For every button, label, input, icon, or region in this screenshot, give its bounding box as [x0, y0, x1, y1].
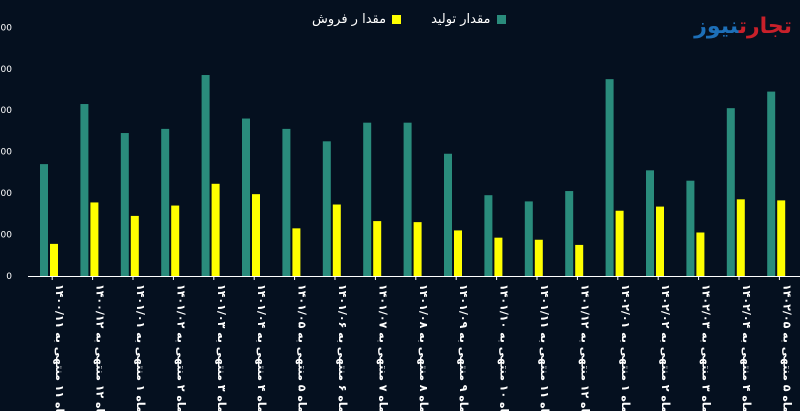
bar-production[interactable] [524, 201, 533, 276]
bar-production[interactable] [726, 108, 735, 276]
bar-production[interactable] [646, 170, 654, 276]
y-tick-label: 10,000 [0, 65, 12, 75]
bar-sales[interactable] [696, 232, 705, 276]
y-tick-label: 6,000 [0, 148, 12, 158]
bar-production[interactable] [403, 122, 412, 276]
bar-production[interactable] [686, 180, 695, 276]
bar-production[interactable] [40, 164, 48, 276]
legend-label-production: مقدار تولید [431, 12, 491, 27]
bar-sales[interactable] [656, 206, 664, 276]
bar-sales[interactable] [50, 243, 58, 276]
bar-sales[interactable] [454, 230, 462, 276]
x-category-label: ماه ۳ منتهی به ۱۴۰۱/۰۳ [215, 284, 228, 411]
legend-label-sales: مقدا ر فروش [312, 12, 387, 27]
bar-production[interactable] [484, 195, 493, 276]
x-category-label: ماه ۹ منتهی به ۱۴۰۱/۰۹ [457, 284, 470, 411]
bar-production[interactable] [242, 118, 250, 276]
legend-item-sales[interactable]: مقدا ر فروش [312, 12, 402, 27]
bar-production[interactable] [282, 128, 291, 276]
bar-production[interactable] [605, 79, 614, 276]
bar-sales[interactable] [777, 200, 786, 276]
bar-production[interactable] [565, 191, 574, 276]
y-tick-label: 8,000 [0, 106, 12, 116]
x-category-label: ماه ۵ منتهی به ۱۴۰۱/۰۵ [296, 284, 309, 411]
y-tick-label: 12,000 [0, 23, 12, 33]
bar-sales[interactable] [211, 183, 220, 276]
legend-swatch-production [496, 15, 506, 24]
bar-production[interactable] [767, 91, 776, 276]
bar-production[interactable] [80, 104, 89, 276]
x-category-label: ماه ۵ منتهی به ۱۴۰۲/۰۵ [780, 284, 793, 411]
x-category-label: ماه ۱۱ منتهی به ۱۴۰۰/۱۱ [53, 284, 66, 411]
y-tick-label: 0 [6, 272, 12, 282]
bar-sales[interactable] [171, 205, 180, 276]
bar-production[interactable] [444, 153, 452, 276]
bar-production[interactable] [161, 128, 170, 276]
x-category-label: ماه ۴ منتهی به ۱۴۰۲/۰۴ [740, 284, 753, 411]
bar-sales[interactable] [373, 221, 382, 276]
x-category-label: ماه ۳ منتهی به ۱۴۰۲/۰۳ [700, 284, 713, 411]
bar-sales[interactable] [292, 228, 301, 276]
legend: مقدار تولید مقدا ر فروش [312, 12, 506, 27]
x-category-label: ماه ۱۱ منتهی به ۱۴۰۱/۱۱ [538, 284, 551, 411]
y-tick-label: 4,000 [0, 189, 12, 199]
x-category-label: ماه ۸ منتهی به ۱۴۰۱/۰۸ [417, 284, 430, 411]
site-logo[interactable]: تجارتنیوز [694, 14, 792, 39]
bar-sales[interactable] [130, 215, 139, 276]
bar-sales[interactable] [575, 244, 584, 276]
x-category-label: ماه ۲ منتهی به ۱۴۰۲/۰۲ [659, 284, 672, 411]
bar-sales[interactable] [332, 204, 341, 276]
x-category-label: ماه ۱۲ منتهی به ۱۴۰۱/۱۲ [578, 284, 591, 411]
legend-swatch-sales [392, 15, 402, 24]
bar-production[interactable] [322, 141, 331, 276]
bar-sales[interactable] [90, 202, 99, 276]
logo-text-part2: نیوز [694, 14, 739, 39]
x-category-label: ماه ۱۲ منتهی به ۱۴۰۰/۱۲ [94, 284, 107, 411]
x-category-label: ماه ۴ منتهی به ۱۴۰۱/۰۴ [255, 284, 268, 411]
x-category-label: ماه ۱ منتهی به ۱۴۰۲/۰۱ [619, 284, 632, 411]
bar-production[interactable] [201, 75, 210, 277]
x-category-label: ماه ۲ منتهی به ۱۴۰۱/۰۲ [174, 284, 187, 411]
legend-item-production[interactable]: مقدار تولید [431, 12, 506, 27]
x-category-label: ماه ۶ منتهی به ۱۴۰۱/۰۶ [336, 284, 349, 411]
bar-sales[interactable] [615, 210, 624, 276]
logo-text-part1: تجارت [738, 14, 792, 39]
bar-sales[interactable] [534, 239, 543, 276]
bar-sales[interactable] [413, 222, 422, 276]
bar-production[interactable] [363, 122, 372, 276]
bar-sales[interactable] [736, 199, 745, 276]
x-category-label: ماه ۱۰ منتهی به ۱۴۰۱/۱۰ [498, 284, 511, 411]
x-category-label: ماه ۷ منتهی به ۱۴۰۱/۰۷ [376, 284, 389, 411]
x-category-label: ماه ۱ منتهی به ۱۴۰۱/۰۱ [134, 284, 147, 411]
bar-sales[interactable] [494, 237, 503, 276]
bar-sales[interactable] [252, 194, 260, 276]
y-tick-label: 2,000 [0, 231, 12, 241]
bar-production[interactable] [120, 133, 129, 276]
